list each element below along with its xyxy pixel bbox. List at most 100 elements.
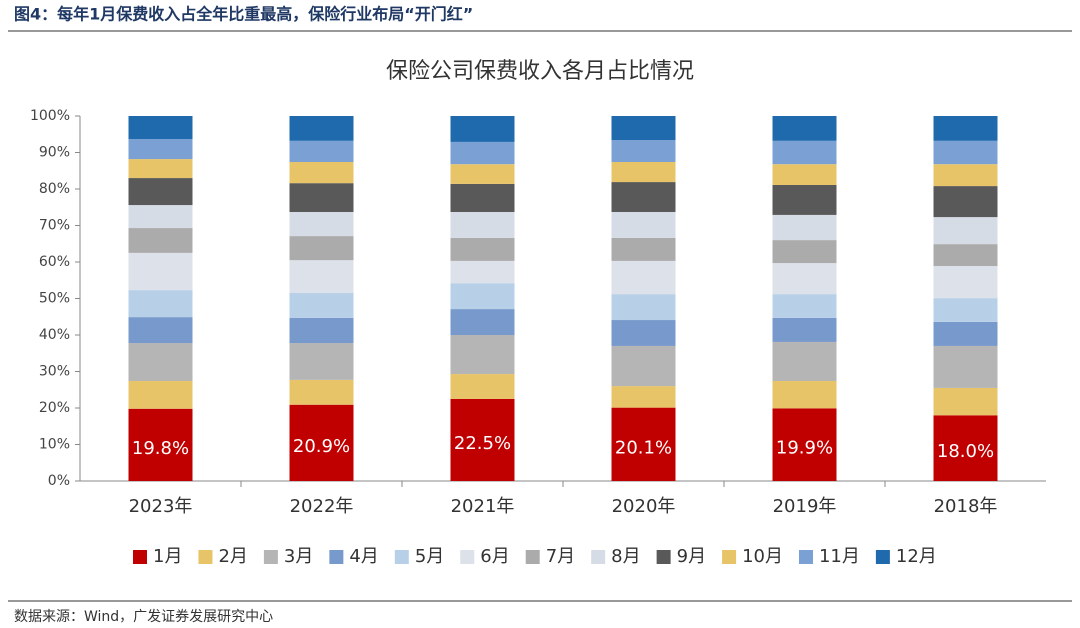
bar-segment xyxy=(933,140,998,165)
bar-segment xyxy=(611,320,676,346)
bar-segment xyxy=(611,237,676,261)
bar-segment xyxy=(611,116,676,141)
legend-label: 5月 xyxy=(415,546,444,567)
bar-segment xyxy=(450,164,515,184)
bar-segment xyxy=(772,294,837,318)
legend-label: 12月 xyxy=(896,546,937,567)
y-tick-label: 100% xyxy=(30,108,70,124)
bar-segment xyxy=(450,260,515,284)
legend-swatch xyxy=(198,550,213,564)
bar-segment xyxy=(611,182,676,212)
bar-segment xyxy=(128,138,193,160)
bar-segment xyxy=(450,374,515,399)
x-tick-label: 2018年 xyxy=(934,496,998,517)
figure-header: 图4：每年1月保费收入占全年比重最高，保险行业布局“开门红” xyxy=(14,5,473,24)
legend-label: 8月 xyxy=(611,546,640,567)
bar-segment xyxy=(450,283,515,310)
bar-segment xyxy=(611,140,676,162)
bar-segment xyxy=(772,164,837,185)
bar-segment xyxy=(289,116,354,141)
legend-swatch xyxy=(329,550,344,564)
bar-segment xyxy=(128,317,193,344)
bar-segment xyxy=(933,345,998,388)
legend-label: 2月 xyxy=(218,546,247,567)
x-tick-label: 2019年 xyxy=(773,496,837,517)
data-label: 19.9% xyxy=(776,438,833,459)
x-tick-label: 2020年 xyxy=(612,496,676,517)
data-label: 20.9% xyxy=(293,436,350,457)
bar-segment xyxy=(289,140,354,162)
x-tick-label: 2021年 xyxy=(451,496,515,517)
bar-segment xyxy=(289,211,354,237)
bar-segment xyxy=(128,380,193,409)
bar-segment xyxy=(772,317,837,342)
bar-segment xyxy=(772,263,837,295)
bar-segment xyxy=(933,244,998,267)
legend-swatch xyxy=(798,550,813,564)
bar-segment xyxy=(933,387,998,416)
bar-segment xyxy=(933,164,998,187)
legend-label: 1月 xyxy=(153,546,182,567)
y-tick-label: 90% xyxy=(39,145,70,161)
bar-segment xyxy=(611,211,676,238)
legend-swatch xyxy=(394,550,409,564)
legend-swatch xyxy=(722,550,737,564)
x-tick-label: 2022年 xyxy=(290,496,354,517)
x-tick-label: 2023年 xyxy=(129,496,193,517)
bar-segment xyxy=(933,298,998,322)
y-tick-label: 20% xyxy=(39,400,70,416)
bar-segment xyxy=(933,116,998,141)
bar-segment xyxy=(450,141,515,165)
source-note: 数据来源：Wind，广发证券发展研究中心 xyxy=(14,609,273,625)
legend-swatch xyxy=(525,550,540,564)
bar-segment xyxy=(933,266,998,299)
data-label: 19.8% xyxy=(132,438,189,459)
bar-segment xyxy=(450,237,515,261)
bar-segment xyxy=(611,407,676,481)
legend-label: 11月 xyxy=(819,546,860,567)
bar-segment xyxy=(772,240,837,264)
bar-segment xyxy=(289,183,354,212)
bar-segment xyxy=(289,379,354,405)
bar-segment xyxy=(611,161,676,183)
bar-segment xyxy=(611,260,676,295)
y-tick-label: 40% xyxy=(39,327,70,343)
legend-label: 6月 xyxy=(480,546,509,567)
bar-segment xyxy=(128,252,193,291)
y-tick-label: 80% xyxy=(39,181,70,197)
bar-segment xyxy=(289,343,354,380)
bar-segment xyxy=(772,341,837,381)
bar-segment xyxy=(289,293,354,318)
data-label: 18.0% xyxy=(937,441,994,462)
legend-label: 4月 xyxy=(349,546,378,567)
bar-segment xyxy=(772,408,837,481)
bar-segment xyxy=(450,309,515,335)
legend-swatch xyxy=(460,550,475,564)
bar-segment xyxy=(289,317,354,344)
bar-segment xyxy=(450,398,515,481)
bar-segment xyxy=(128,290,193,318)
bar-segment xyxy=(128,178,193,206)
y-tick-label: 70% xyxy=(39,218,70,234)
bar-segment xyxy=(128,205,193,229)
legend-swatch xyxy=(875,550,890,564)
legend-swatch xyxy=(133,550,147,564)
bar-segment xyxy=(611,345,676,387)
bar-segment xyxy=(128,116,193,139)
bar-segment xyxy=(450,211,515,238)
bar-segment xyxy=(933,186,998,218)
bar-segment xyxy=(772,116,837,141)
legend-label: 3月 xyxy=(284,546,313,567)
bar-segment xyxy=(772,140,837,165)
legend-swatch xyxy=(263,550,278,564)
bar-segment xyxy=(772,184,837,215)
y-tick-label: 30% xyxy=(39,364,70,380)
bar-segment xyxy=(128,343,193,381)
bar-segment xyxy=(450,183,515,212)
legend-label: 7月 xyxy=(546,546,575,567)
bar-segment xyxy=(933,415,998,481)
y-tick-label: 0% xyxy=(48,473,70,489)
bar-segment xyxy=(450,335,515,375)
legend-swatch xyxy=(591,550,606,564)
bar-segment xyxy=(933,321,998,346)
